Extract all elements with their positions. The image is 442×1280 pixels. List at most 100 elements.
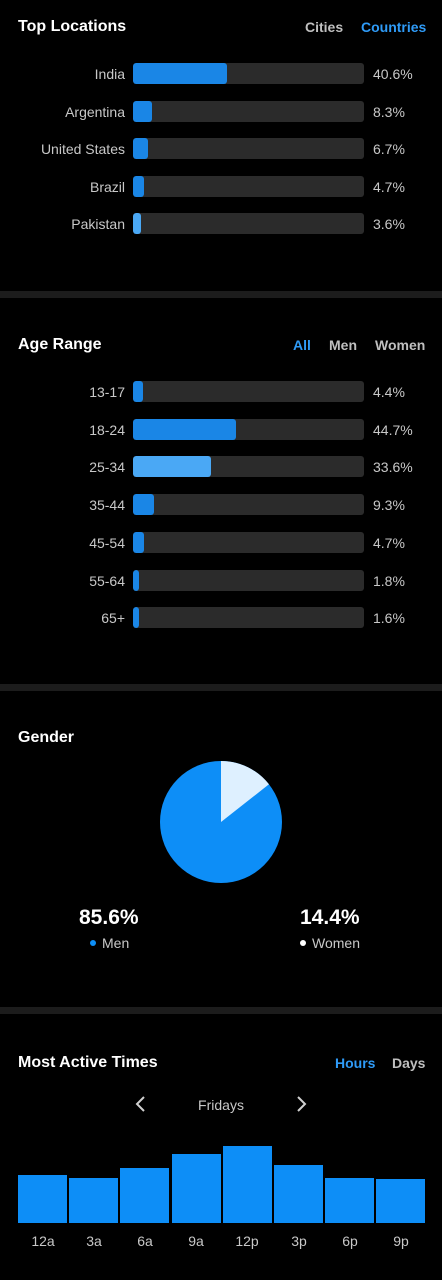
bar-track <box>133 456 364 478</box>
tab-cities[interactable]: Cities <box>305 19 344 35</box>
hour-label: 9p <box>393 1233 409 1249</box>
bar-row: 35-44 9.3% <box>0 494 442 516</box>
hour-label: 6p <box>342 1233 358 1249</box>
hour-label: 9a <box>188 1233 204 1249</box>
bar-row-label: Brazil <box>89 178 125 195</box>
bar-row-label: 55-64 <box>89 572 125 589</box>
bar-fill <box>133 175 144 197</box>
bar-row-value: 6.7% <box>373 141 405 157</box>
bar-row-value: 40.6% <box>373 66 413 82</box>
men-percentage: 85.6% <box>79 906 139 929</box>
activity-bar[interactable] <box>223 1146 272 1223</box>
most-active-title: Most Active Times <box>18 1054 158 1071</box>
chevron-left-icon[interactable] <box>131 1092 151 1116</box>
bar-fill <box>133 100 152 122</box>
tab-days[interactable]: Days <box>392 1055 426 1071</box>
bar-row-label: United States <box>40 141 125 157</box>
bar-row: 18-24 44.7% <box>0 418 442 441</box>
bar-fill <box>133 63 227 84</box>
bar-track <box>133 213 364 234</box>
bar-fill <box>133 607 139 629</box>
age-range-title: Age Range <box>18 336 102 353</box>
bar-row-value: 4.7% <box>373 534 405 551</box>
activity-bar[interactable] <box>69 1178 118 1223</box>
bar-row-label: Pakistan <box>71 216 125 232</box>
activity-bar[interactable] <box>172 1154 221 1223</box>
activity-bar[interactable] <box>18 1175 67 1223</box>
tab-hours[interactable]: Hours <box>335 1055 376 1071</box>
women-legend-label: Women <box>312 935 360 951</box>
men-legend-label: Men <box>102 935 130 951</box>
women-dot-icon <box>300 940 306 946</box>
bar-fill <box>133 381 143 402</box>
bar-track <box>133 569 364 591</box>
bar-row: Argentina 8.3% <box>0 100 442 123</box>
chevron-right-icon[interactable] <box>291 1092 311 1116</box>
bar-row-label: 45-54 <box>89 534 125 551</box>
bar-row-label: 35-44 <box>89 497 125 514</box>
bar-row-label: 18-24 <box>89 421 125 438</box>
day-selector-label: Fridays <box>198 1097 244 1113</box>
tab-all[interactable]: All <box>293 337 311 353</box>
bar-row-value: 8.3% <box>373 103 405 120</box>
bar-row-value: 1.8% <box>373 572 405 589</box>
bar-row-label: Argentina <box>65 103 125 120</box>
bar-row-value: 4.7% <box>373 178 405 195</box>
pie-slice-women <box>221 761 269 822</box>
activity-bar[interactable] <box>274 1165 323 1223</box>
hour-label: 3p <box>291 1233 307 1249</box>
hour-label: 6a <box>137 1233 153 1249</box>
bar-row-label: 25-34 <box>89 459 125 476</box>
bar-row: 13-17 4.4% <box>0 381 442 403</box>
section-divider <box>0 684 442 691</box>
bar-fill <box>133 494 154 516</box>
bar-row-label: 13-17 <box>89 384 125 400</box>
bar-track <box>133 494 364 516</box>
bar-track <box>133 100 364 122</box>
bar-track <box>133 63 364 84</box>
bar-row: 55-64 1.8% <box>0 569 442 592</box>
bar-row: India 40.6% <box>0 63 442 85</box>
bar-row: 45-54 4.7% <box>0 531 442 554</box>
bar-row: United States 6.7% <box>0 138 442 160</box>
bar-row-value: 9.3% <box>373 497 405 514</box>
bar-row-label: India <box>94 66 125 82</box>
bar-row-label: 65+ <box>101 610 125 627</box>
section-divider <box>0 1007 442 1014</box>
tab-countries[interactable]: Countries <box>361 19 427 35</box>
bar-fill <box>133 569 139 591</box>
bar-track <box>133 607 364 629</box>
activity-bar[interactable] <box>120 1168 169 1223</box>
activity-bar[interactable] <box>376 1179 425 1223</box>
bar-track <box>133 381 364 402</box>
women-legend: Women <box>300 935 360 951</box>
bar-track <box>133 531 364 553</box>
women-percentage: 14.4% <box>300 906 360 929</box>
bar-fill <box>133 418 236 440</box>
bar-fill <box>133 456 211 478</box>
bar-row: Brazil 4.7% <box>0 175 442 198</box>
bar-track <box>133 138 364 159</box>
bar-fill <box>133 531 144 553</box>
tab-men[interactable]: Men <box>329 337 357 353</box>
bar-row-value: 1.6% <box>373 610 405 627</box>
bar-row-value: 3.6% <box>373 216 405 232</box>
bar-row: 65+ 1.6% <box>0 607 442 629</box>
bar-track <box>133 418 364 440</box>
bar-row-value: 44.7% <box>373 421 413 438</box>
hour-label: 3a <box>86 1233 102 1249</box>
section-divider <box>0 291 442 298</box>
hour-label: 12p <box>235 1233 259 1249</box>
tab-women[interactable]: Women <box>375 337 426 353</box>
bar-track <box>133 175 364 197</box>
gender-title: Gender <box>18 729 75 746</box>
bar-row: 25-34 33.6% <box>0 456 442 478</box>
bar-row: Pakistan 3.6% <box>0 213 442 235</box>
top-locations-title: Top Locations <box>18 18 127 35</box>
bar-row-value: 4.4% <box>373 384 405 400</box>
bar-fill <box>133 213 141 234</box>
bar-fill <box>133 138 148 159</box>
bar-row-value: 33.6% <box>373 459 413 476</box>
men-dot-icon <box>90 940 96 946</box>
activity-bar[interactable] <box>325 1178 374 1223</box>
